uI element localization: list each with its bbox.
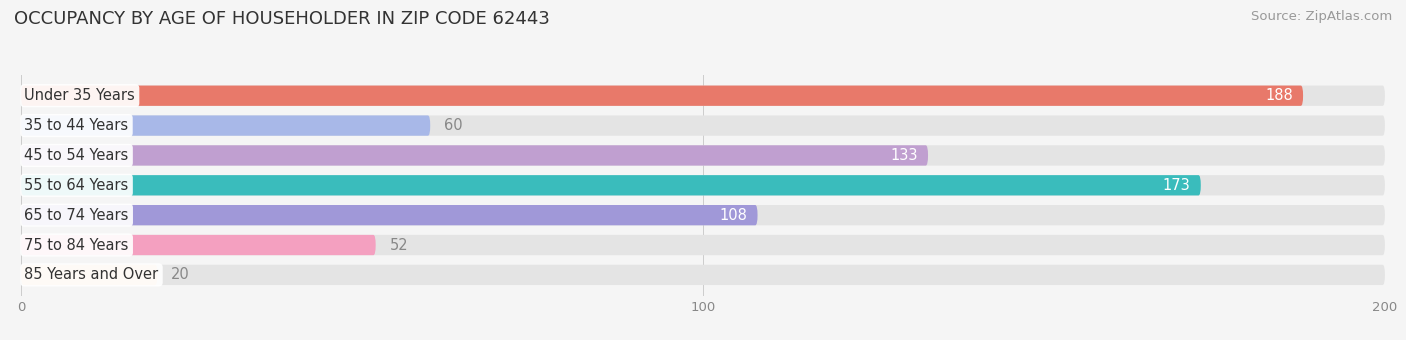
Text: 55 to 64 Years: 55 to 64 Years bbox=[24, 178, 129, 193]
FancyBboxPatch shape bbox=[21, 86, 1385, 106]
Text: 60: 60 bbox=[444, 118, 463, 133]
Text: OCCUPANCY BY AGE OF HOUSEHOLDER IN ZIP CODE 62443: OCCUPANCY BY AGE OF HOUSEHOLDER IN ZIP C… bbox=[14, 10, 550, 28]
Text: 52: 52 bbox=[389, 238, 408, 253]
FancyBboxPatch shape bbox=[21, 175, 1385, 195]
FancyBboxPatch shape bbox=[21, 265, 157, 285]
FancyBboxPatch shape bbox=[21, 235, 375, 255]
Text: 45 to 54 Years: 45 to 54 Years bbox=[24, 148, 129, 163]
FancyBboxPatch shape bbox=[21, 205, 1385, 225]
FancyBboxPatch shape bbox=[21, 235, 1385, 255]
FancyBboxPatch shape bbox=[21, 145, 928, 166]
Text: 65 to 74 Years: 65 to 74 Years bbox=[24, 208, 129, 223]
Text: 173: 173 bbox=[1163, 178, 1191, 193]
Text: 75 to 84 Years: 75 to 84 Years bbox=[24, 238, 129, 253]
FancyBboxPatch shape bbox=[21, 115, 430, 136]
FancyBboxPatch shape bbox=[21, 115, 1385, 136]
Text: 85 Years and Over: 85 Years and Over bbox=[24, 267, 159, 283]
FancyBboxPatch shape bbox=[21, 175, 1201, 195]
Text: Under 35 Years: Under 35 Years bbox=[24, 88, 135, 103]
FancyBboxPatch shape bbox=[21, 205, 758, 225]
FancyBboxPatch shape bbox=[21, 86, 1303, 106]
Text: Source: ZipAtlas.com: Source: ZipAtlas.com bbox=[1251, 10, 1392, 23]
Text: 35 to 44 Years: 35 to 44 Years bbox=[24, 118, 128, 133]
Text: 133: 133 bbox=[890, 148, 918, 163]
Text: 108: 108 bbox=[720, 208, 748, 223]
Text: 20: 20 bbox=[172, 267, 190, 283]
Text: 188: 188 bbox=[1265, 88, 1294, 103]
FancyBboxPatch shape bbox=[21, 265, 1385, 285]
FancyBboxPatch shape bbox=[21, 145, 1385, 166]
